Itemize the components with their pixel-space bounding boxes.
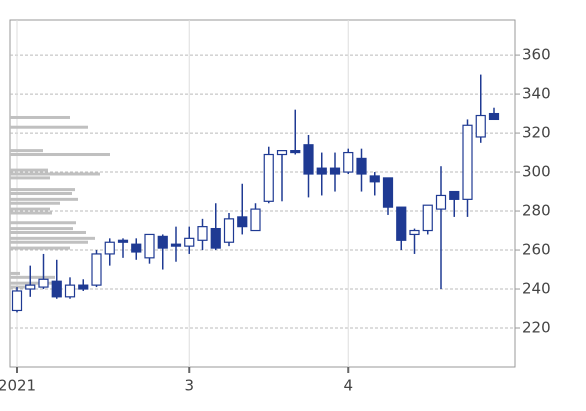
candle-body [184,237,195,247]
candle-body [223,218,235,243]
candle-body [104,241,115,255]
candle-body [78,284,89,290]
candle-body [409,229,420,236]
volume-profile-bar [10,197,78,201]
x-tick-label: 2021 [0,377,36,395]
volume-profile-bar [10,227,73,231]
y-tick-label: 340 [522,85,551,103]
y-tick-label: 300 [522,163,551,181]
candle-body [38,278,49,288]
candle-body [263,153,274,202]
volume-profile-bar [10,149,43,153]
candle-body [197,226,208,241]
candle-body [303,144,314,175]
candle-body [157,235,168,249]
y-tick-label: 280 [522,202,551,220]
candle-body [369,175,380,183]
candle-body [435,194,447,210]
volume-profile-bar [10,236,95,240]
candle-body [356,157,367,175]
candle-body [488,112,500,121]
volume-profile-bar [10,192,72,195]
candle-body [170,243,182,247]
volume-profile-bar [10,240,88,244]
volume-profile-bar [10,172,100,176]
candle-body [475,114,486,138]
volume-profile-bar [10,281,60,285]
volume-profile-bar [10,271,20,275]
y-tick-label: 220 [522,319,551,337]
candle-body [462,124,473,200]
candle-body [396,206,407,241]
volume-profile-bar [10,201,60,205]
candle-body [422,204,433,232]
y-tick-label: 320 [522,124,551,142]
y-tick-label: 260 [522,241,551,259]
candle-body [210,227,221,249]
candle-body [329,167,341,175]
volume-profile-bar [10,221,76,225]
volume-profile-bar [10,115,70,119]
y-tick-label: 240 [522,280,551,298]
volume-profile-bar [10,176,50,180]
candle-body [25,284,36,290]
candle-body [343,151,354,173]
volume-profile-bar [10,211,52,215]
y-tick-label: 360 [522,46,551,64]
volume-profile-bar [10,188,75,192]
x-tick-label: 4 [343,377,353,395]
candle-body [449,190,460,200]
candle-body [290,150,301,154]
candle-body [382,177,394,208]
candle-body [131,243,142,253]
plot-frame [9,19,516,368]
candle-body [51,280,62,298]
volume-profile-bar [10,285,30,289]
volume-profile-bar [10,125,88,129]
volume-profile-bar [10,275,55,279]
candle-body [316,167,327,175]
candle-body [11,290,23,312]
x-tick-label: 3 [184,377,194,395]
volume-profile-bar [10,168,48,172]
candle-body [117,239,129,243]
candle-body [144,233,155,259]
candle-body [64,284,76,298]
volume-profile-bar [10,246,70,250]
volume-profile-bar [10,207,50,211]
candle-body [250,208,261,232]
candle-body [237,216,248,228]
candle-body [91,253,102,286]
volume-profile-bar [10,153,110,157]
volume-profile-bar [10,230,86,234]
candle-body [276,150,288,156]
